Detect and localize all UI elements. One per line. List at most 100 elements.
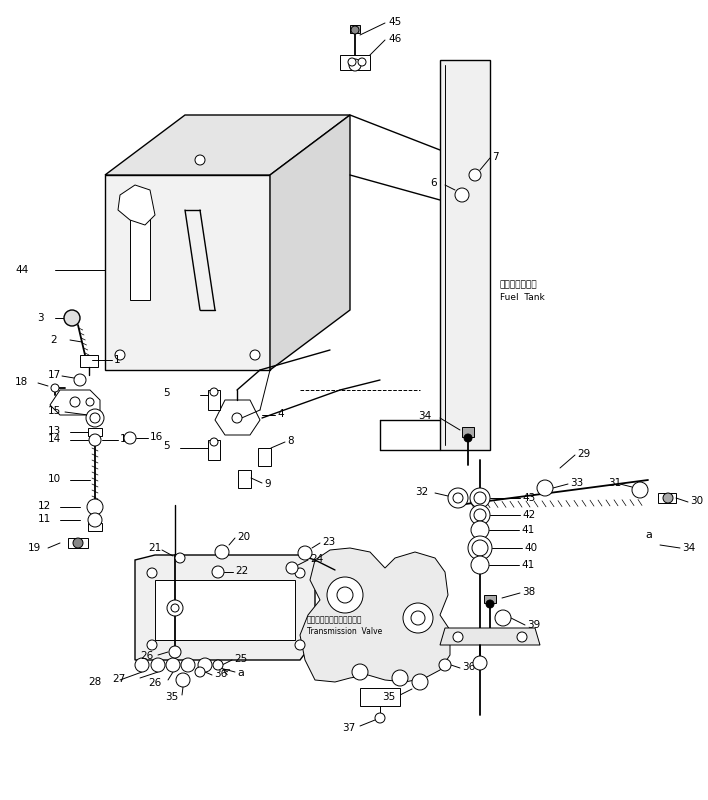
Circle shape <box>412 674 428 690</box>
Circle shape <box>474 509 486 521</box>
Circle shape <box>210 438 218 446</box>
Text: 11: 11 <box>38 514 51 524</box>
Bar <box>68 538 88 548</box>
Circle shape <box>349 59 361 71</box>
Circle shape <box>74 374 86 386</box>
Text: 24: 24 <box>310 554 324 564</box>
Text: 32: 32 <box>415 487 428 497</box>
Circle shape <box>88 513 102 527</box>
Text: 6: 6 <box>430 178 437 188</box>
Polygon shape <box>105 115 350 175</box>
Circle shape <box>473 656 487 670</box>
Circle shape <box>198 658 212 672</box>
Circle shape <box>176 673 190 687</box>
Circle shape <box>471 521 489 539</box>
Circle shape <box>124 432 136 444</box>
Text: 31: 31 <box>608 478 621 488</box>
Circle shape <box>89 434 101 446</box>
Text: 8: 8 <box>287 436 294 446</box>
Text: Fuel  Tank: Fuel Tank <box>500 293 544 302</box>
Text: 28: 28 <box>88 677 101 687</box>
Circle shape <box>403 603 433 633</box>
Polygon shape <box>440 628 540 645</box>
Text: 22: 22 <box>235 566 249 576</box>
Text: 40: 40 <box>524 543 537 553</box>
Text: 41: 41 <box>521 525 535 535</box>
Circle shape <box>663 493 673 503</box>
Text: 2: 2 <box>50 335 57 345</box>
Circle shape <box>151 658 165 672</box>
Circle shape <box>351 26 359 34</box>
Circle shape <box>295 568 305 578</box>
Circle shape <box>87 499 103 515</box>
Circle shape <box>115 350 125 360</box>
Circle shape <box>375 713 385 723</box>
Circle shape <box>468 536 492 560</box>
Circle shape <box>298 546 312 560</box>
Circle shape <box>469 169 481 181</box>
Circle shape <box>213 660 223 670</box>
Circle shape <box>448 488 468 508</box>
Text: 14: 14 <box>48 434 62 444</box>
Circle shape <box>358 58 366 66</box>
Circle shape <box>464 434 472 442</box>
Text: 5: 5 <box>163 441 170 451</box>
Text: 15: 15 <box>120 434 133 444</box>
Polygon shape <box>155 580 295 640</box>
Circle shape <box>470 505 490 525</box>
Text: Transmission  Valve: Transmission Valve <box>307 627 382 637</box>
Polygon shape <box>105 175 270 370</box>
Text: 18: 18 <box>15 377 28 387</box>
Bar <box>238 470 251 488</box>
Bar <box>130 210 150 300</box>
Circle shape <box>171 604 179 612</box>
Circle shape <box>486 600 494 608</box>
Circle shape <box>147 640 157 650</box>
Text: 34: 34 <box>682 543 695 553</box>
Circle shape <box>411 611 425 625</box>
Circle shape <box>352 664 368 680</box>
Circle shape <box>90 413 100 423</box>
Text: 36: 36 <box>462 662 475 672</box>
Text: 15: 15 <box>48 406 62 416</box>
Text: 38: 38 <box>522 587 535 597</box>
Circle shape <box>215 545 229 559</box>
Text: 41: 41 <box>521 560 535 570</box>
Text: 13: 13 <box>48 426 62 436</box>
Text: 43: 43 <box>522 493 535 503</box>
Circle shape <box>86 409 104 427</box>
Bar <box>440 60 490 450</box>
Circle shape <box>470 488 490 508</box>
Text: 26: 26 <box>148 678 161 688</box>
Text: 4: 4 <box>277 409 284 419</box>
Bar <box>258 448 271 466</box>
Bar <box>208 390 220 410</box>
Bar <box>484 595 496 603</box>
Text: 27: 27 <box>112 674 125 684</box>
Text: 16: 16 <box>150 432 164 442</box>
Circle shape <box>166 658 180 672</box>
Circle shape <box>455 188 469 202</box>
Polygon shape <box>118 185 155 225</box>
Text: 9: 9 <box>264 479 270 489</box>
Circle shape <box>348 58 356 66</box>
Circle shape <box>210 388 218 396</box>
Circle shape <box>195 155 205 165</box>
Text: 42: 42 <box>522 510 535 520</box>
Circle shape <box>517 632 527 642</box>
Text: 7: 7 <box>492 152 498 162</box>
Text: 30: 30 <box>690 496 703 506</box>
Polygon shape <box>135 555 335 660</box>
Circle shape <box>327 577 363 613</box>
Circle shape <box>632 482 648 498</box>
Text: 46: 46 <box>388 34 401 44</box>
Text: 19: 19 <box>28 543 41 553</box>
Circle shape <box>439 659 451 671</box>
Text: 23: 23 <box>322 537 336 547</box>
Circle shape <box>392 670 408 686</box>
Circle shape <box>70 397 80 407</box>
Circle shape <box>73 538 83 548</box>
Text: 17: 17 <box>48 370 62 380</box>
Polygon shape <box>300 548 450 682</box>
Circle shape <box>181 658 195 672</box>
